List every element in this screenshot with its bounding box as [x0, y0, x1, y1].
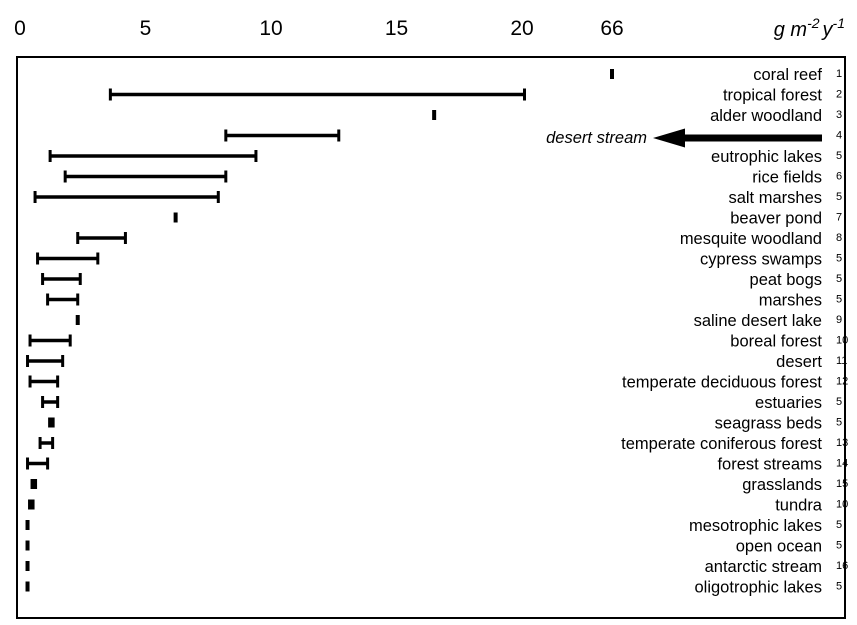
category-label: tropical forest: [723, 87, 822, 105]
range-bar: [432, 110, 437, 120]
category-label: boreal forest: [730, 333, 822, 351]
x-tick-label: 66: [600, 17, 623, 40]
range-bar: [25, 540, 30, 551]
category-label: grasslands: [742, 476, 822, 494]
category-label: tundra: [775, 497, 823, 515]
reference-number: 5: [836, 294, 842, 306]
reference-number: 1: [836, 68, 842, 80]
unit-label: g m-2 y-1: [774, 15, 845, 41]
annotation-label: desert stream: [546, 129, 647, 147]
category-label: marshes: [759, 292, 822, 310]
reference-number: 5: [836, 396, 842, 408]
unit-label-exp1: -2: [807, 15, 820, 31]
reference-number: 6: [836, 171, 842, 183]
reference-number: 5: [836, 253, 842, 265]
reference-number: 16: [836, 560, 848, 572]
category-label: eutrophic lakes: [711, 148, 822, 166]
category-label: mesquite woodland: [680, 230, 822, 248]
reference-number: 5: [836, 191, 842, 203]
category-label: forest streams: [717, 456, 822, 474]
x-tick-label: 20: [510, 17, 533, 40]
category-label: open ocean: [736, 538, 822, 556]
range-bar: [25, 561, 30, 571]
category-label: salt marshes: [728, 189, 822, 207]
category-label: alder woodland: [710, 107, 822, 125]
reference-number: 10: [836, 499, 848, 511]
annotation-arrow: [653, 128, 822, 148]
range-bar: [610, 69, 614, 79]
category-label: desert: [776, 353, 822, 371]
reference-number: 2: [836, 89, 842, 101]
reference-number: 10: [836, 335, 848, 347]
reference-number: 3: [836, 109, 842, 121]
range-bar: [28, 499, 35, 510]
category-label: cypress swamps: [700, 251, 822, 269]
reference-number: 5: [836, 417, 842, 429]
category-label: temperate deciduous forest: [622, 374, 822, 392]
reference-number: 5: [836, 540, 842, 552]
unit-label-mid: y: [821, 19, 834, 41]
reference-number: 4: [836, 130, 842, 142]
category-label: temperate coniferous forest: [621, 435, 822, 453]
reference-number: 5: [836, 581, 842, 593]
category-label: saline desert lake: [694, 312, 822, 330]
reference-number: 13: [836, 437, 848, 449]
category-labels: coral reef 1 tropical forest 2 alder woodlan…: [621, 66, 848, 597]
tick-labels: 0 5 10 15 20 66: [14, 17, 624, 40]
range-bar: [48, 417, 55, 428]
x-tick-label: 5: [140, 17, 152, 40]
x-tick-label: 15: [385, 17, 408, 40]
reference-number: 8: [836, 232, 842, 244]
range-bars: [25, 69, 614, 592]
range-bar: [173, 212, 178, 223]
reference-number: 7: [836, 212, 842, 224]
annotation: desert stream: [546, 128, 822, 148]
reference-number: 12: [836, 376, 848, 388]
range-bar: [75, 315, 80, 325]
plot-frame: [16, 56, 846, 619]
category-label: estuaries: [755, 394, 822, 412]
reference-number: 11: [836, 355, 847, 367]
reference-number: 5: [836, 273, 842, 285]
unit-label-exp2: -1: [833, 15, 845, 31]
category-label: coral reef: [753, 66, 822, 84]
range-bar: [25, 581, 30, 592]
reference-number: 14: [836, 458, 848, 470]
unit-label-base: g m: [774, 19, 807, 41]
category-label: beaver pond: [730, 210, 822, 228]
reference-number: 5: [836, 150, 842, 162]
category-label: oligotrophic lakes: [695, 579, 823, 597]
reference-number: 5: [836, 519, 842, 531]
category-label: seagrass beds: [715, 415, 822, 433]
category-label: antarctic stream: [705, 558, 822, 576]
category-label: mesotrophic lakes: [689, 517, 822, 535]
category-label: rice fields: [752, 169, 822, 187]
x-tick-label: 0: [14, 17, 26, 40]
range-bar: [25, 520, 30, 530]
category-label: peat bogs: [750, 271, 822, 289]
x-tick-label: 10: [259, 17, 282, 40]
axis-layer: [16, 56, 846, 619]
reference-number: 9: [836, 314, 842, 326]
reference-number: 15: [836, 478, 848, 490]
range-bar: [30, 479, 38, 489]
